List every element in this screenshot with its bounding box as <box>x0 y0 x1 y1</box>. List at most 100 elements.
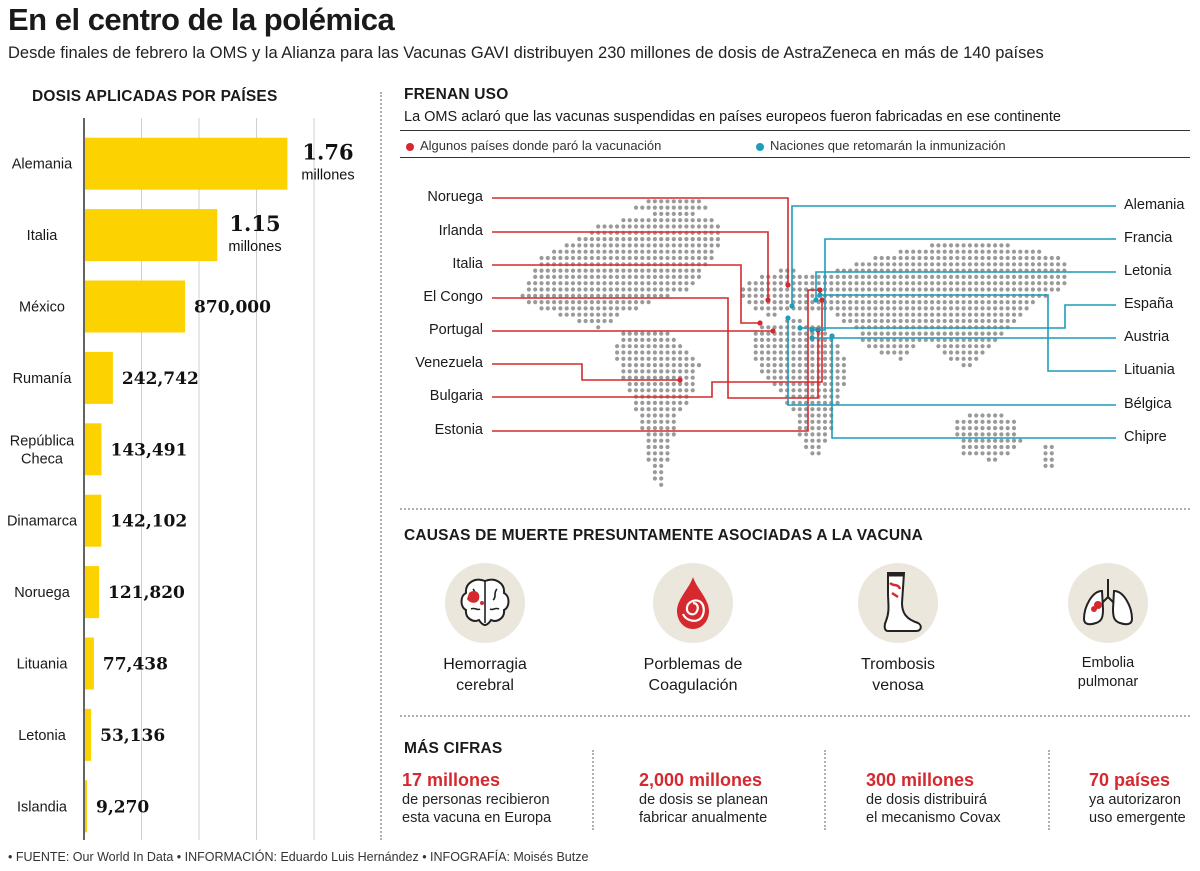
map-dot <box>665 249 670 254</box>
map-dot <box>879 337 884 342</box>
map-dot <box>552 274 557 279</box>
map-dot <box>841 281 847 286</box>
map-dot <box>797 337 802 342</box>
map-dot <box>678 287 683 292</box>
map-dot <box>873 337 878 342</box>
map-dot <box>942 344 947 349</box>
map-dot <box>822 356 828 361</box>
map-dot <box>1011 444 1017 450</box>
map-dot <box>1005 293 1010 298</box>
map-dot <box>948 318 954 324</box>
map-dot <box>602 224 607 229</box>
map-dot <box>993 457 998 462</box>
page-subtitle: Desde finales de febrero la OMS y la Ali… <box>8 44 1044 62</box>
map-dot <box>873 300 878 305</box>
bar <box>85 209 218 262</box>
map-dot <box>1018 293 1023 298</box>
map-dot <box>671 394 676 399</box>
map-dot <box>785 300 790 305</box>
map-dot <box>936 249 941 254</box>
map-dot <box>539 300 544 305</box>
map-dot <box>621 306 626 311</box>
map-dot <box>867 300 872 305</box>
map-dot <box>659 407 664 412</box>
map-dot <box>1005 306 1010 311</box>
map-dot <box>1037 287 1042 292</box>
map-dot <box>640 274 645 279</box>
map-dot <box>715 224 721 229</box>
map-dot <box>804 344 809 349</box>
map-dot <box>583 318 588 324</box>
map-dot <box>659 199 664 204</box>
map-dot <box>627 237 632 242</box>
map-dot <box>911 325 916 330</box>
map-dot <box>936 274 941 279</box>
map-dot <box>558 262 563 267</box>
cause-coagulacion: Porblemas de Coagulación <box>643 656 743 694</box>
map-dot <box>848 281 853 286</box>
footer-credits: • FUENTE: Our World In Data • INFORMACIÓ… <box>8 850 589 864</box>
map-dot <box>904 281 910 286</box>
map-dot <box>911 281 916 286</box>
map-dot <box>715 230 721 235</box>
map-dot <box>974 300 979 305</box>
map-dot <box>936 300 941 305</box>
connector-red <box>492 231 769 300</box>
map-dot <box>671 419 676 424</box>
map-dot <box>822 350 828 355</box>
bar <box>85 351 113 404</box>
map-dot <box>804 419 809 424</box>
map-dot <box>923 281 928 286</box>
map-dot <box>633 274 639 279</box>
map-dot <box>570 243 576 248</box>
map-dot <box>810 281 815 286</box>
map-dot <box>835 350 840 355</box>
map-dot <box>709 218 714 223</box>
map-dot <box>577 255 582 261</box>
map-dot <box>627 331 632 336</box>
map-dot <box>665 268 670 273</box>
map-dot <box>993 312 998 317</box>
map-dot <box>678 243 683 248</box>
map-dot <box>1043 281 1048 286</box>
map-dot <box>665 224 670 229</box>
map-dot <box>615 230 620 235</box>
map-dot <box>621 293 626 298</box>
map-dot <box>898 249 903 254</box>
map-dot <box>1062 262 1067 267</box>
map-dot <box>659 476 664 481</box>
map-dot <box>659 274 664 279</box>
map-label-left: Italia <box>452 256 483 272</box>
map-dot <box>526 293 532 298</box>
map-dot <box>1018 438 1023 443</box>
map-dot <box>923 287 928 292</box>
map-dot <box>659 230 664 235</box>
map-dot <box>1024 274 1029 279</box>
map-dot <box>1011 262 1017 267</box>
map-dot <box>640 268 645 273</box>
map-dot <box>917 306 922 311</box>
map-dot <box>829 281 834 286</box>
map-dot <box>703 205 708 210</box>
map-dot <box>558 312 563 317</box>
map-dot <box>577 312 582 317</box>
map-dot <box>930 325 935 330</box>
map-dot <box>948 356 954 361</box>
map-dot <box>627 255 632 261</box>
map-dot <box>652 413 658 418</box>
map-dot <box>791 394 796 399</box>
map-dot <box>986 426 991 431</box>
map-dot <box>652 457 658 462</box>
map-dot <box>753 293 758 298</box>
map-dot <box>608 300 613 305</box>
map-dot <box>986 287 991 292</box>
map-dot <box>911 255 916 261</box>
map-dot <box>822 432 828 437</box>
map-dot <box>709 224 714 229</box>
map-dot <box>961 293 966 298</box>
map-dot <box>678 344 683 349</box>
map-dot <box>885 325 891 330</box>
map-dot <box>690 268 695 273</box>
map-dot <box>646 356 651 361</box>
map-dot <box>589 268 595 273</box>
